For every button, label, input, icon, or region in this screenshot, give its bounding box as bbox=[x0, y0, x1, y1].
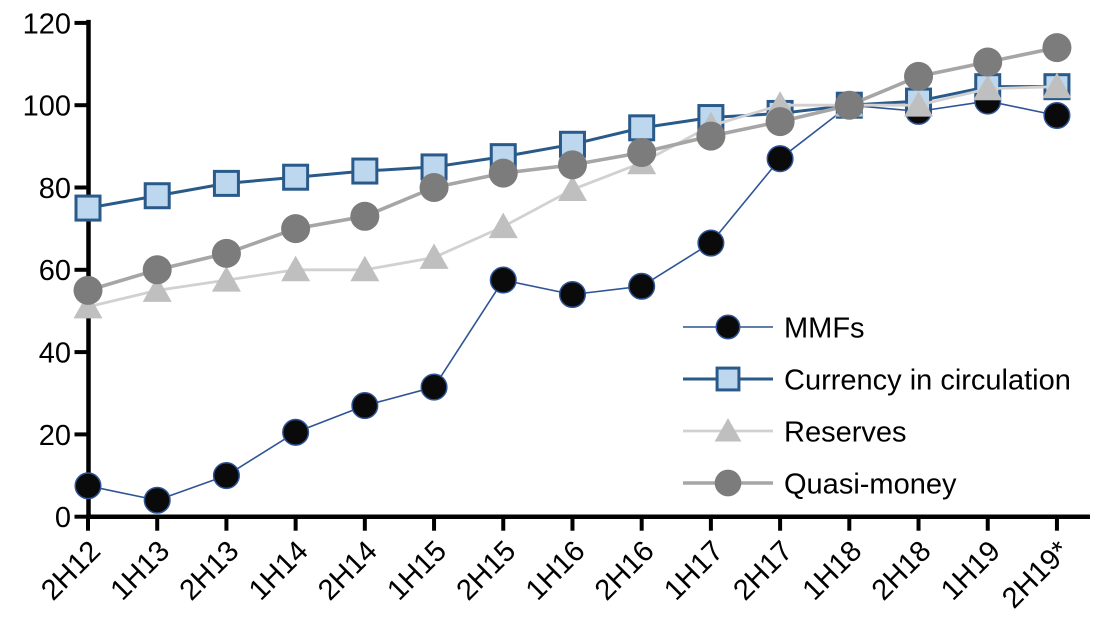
quasi-money-marker-1h14 bbox=[281, 214, 311, 244]
x-tick-label: 1H15 bbox=[381, 535, 453, 607]
mmfs-marker-1h16 bbox=[558, 280, 587, 309]
mmfs-marker-1h13 bbox=[143, 486, 171, 514]
y-tick-label: 80 bbox=[39, 173, 71, 205]
x-tick-label: 2H14 bbox=[312, 535, 384, 607]
currency-in-circulation-marker-2h14 bbox=[351, 157, 379, 185]
y-tick-label: 120 bbox=[23, 8, 71, 40]
x-tick-label: 1H19 bbox=[935, 535, 1007, 607]
quasi-money-marker-1h19 bbox=[973, 47, 1003, 77]
y-tick-label: 0 bbox=[55, 502, 71, 534]
legend: MMFs Currency in circulation Reserves Quasi… bbox=[683, 312, 1071, 500]
quasi-money-marker-2h14 bbox=[350, 201, 380, 231]
x-tick-label: 1H18 bbox=[797, 535, 869, 607]
legend-label-currency-in-circulation: Currency in circulation bbox=[784, 364, 1071, 396]
reserves-marker-2h15 bbox=[488, 212, 518, 239]
quasi-money-marker-2h18 bbox=[904, 61, 934, 91]
mmfs-marker-1h14 bbox=[282, 418, 310, 446]
y-tick-label: 40 bbox=[39, 338, 71, 370]
x-axis: 2H121H132H131H142H141H152H151H162H161H17… bbox=[35, 514, 1090, 615]
x-tick-label: 2H16 bbox=[589, 535, 661, 607]
mmfs-marker-1h15 bbox=[420, 373, 448, 401]
x-tick-label: 2H17 bbox=[727, 535, 799, 607]
series-mmfs bbox=[74, 87, 1071, 514]
x-tick-label: 1H13 bbox=[105, 535, 177, 607]
y-tick-label: 20 bbox=[39, 420, 71, 452]
legend-item-reserves: Reserves bbox=[683, 416, 907, 448]
reserves-marker-2h12 bbox=[73, 292, 103, 319]
reserves-marker-1h13 bbox=[142, 276, 172, 302]
x-tick-label: 1H17 bbox=[658, 535, 730, 607]
x-tick-label: 2H13 bbox=[174, 535, 246, 607]
currency-in-circulation-marker-2h12 bbox=[74, 194, 102, 222]
reserves-marker-2h14 bbox=[350, 255, 380, 282]
reserves-marker-1h15 bbox=[419, 243, 449, 269]
x-tick-label: 2H12 bbox=[35, 535, 107, 607]
mmfs-marker-2h16 bbox=[628, 272, 656, 300]
x-tick-label: 2H19* bbox=[996, 535, 1076, 615]
mmfs-marker-2h15 bbox=[489, 266, 517, 294]
y-tick-label: 100 bbox=[23, 91, 71, 123]
quasi-money-marker-1h18 bbox=[834, 90, 864, 120]
reserves-marker-1h19 bbox=[973, 74, 1003, 101]
x-tick-label: 2H15 bbox=[451, 535, 523, 607]
mmfs-marker-2h17 bbox=[766, 145, 794, 173]
reserves-marker-1h16 bbox=[557, 175, 587, 202]
quasi-money-marker-1h13 bbox=[142, 255, 172, 285]
legend-marker-mmfs bbox=[715, 314, 741, 340]
reserves-marker-2h19 bbox=[1042, 72, 1072, 99]
quasi-money-marker-2h12 bbox=[73, 275, 103, 305]
legend-item-currency-in-circulation: Currency in circulation bbox=[683, 364, 1071, 396]
quasi-money-marker-1h15 bbox=[419, 173, 449, 202]
legend-marker-currency-in-circulation bbox=[715, 366, 741, 392]
currency-in-circulation-marker-1h14 bbox=[282, 163, 310, 191]
y-axis: 0 20 40 60 80 100 120 bbox=[23, 8, 91, 534]
legend-marker-quasi-money bbox=[714, 469, 742, 497]
x-tick-label: 1H16 bbox=[520, 535, 592, 607]
currency-in-circulation-marker-2h16 bbox=[628, 114, 656, 142]
quasi-money-marker-2h19 bbox=[1042, 33, 1072, 63]
legend-label-mmfs: MMFs bbox=[784, 312, 865, 344]
legend-marker-reserves bbox=[714, 418, 742, 442]
quasi-money-marker-1h17 bbox=[696, 121, 726, 151]
mmfs-marker-2h19 bbox=[1043, 101, 1071, 130]
legend-item-mmfs: MMFs bbox=[683, 312, 865, 344]
quasi-money-marker-2h15 bbox=[488, 158, 518, 188]
x-tick-label: 1H14 bbox=[243, 535, 315, 607]
mmfs-marker-2h13 bbox=[212, 462, 240, 490]
currency-in-circulation-marker-1h13 bbox=[143, 182, 171, 210]
reserves-marker-2h13 bbox=[211, 266, 241, 292]
quasi-money-marker-2h16 bbox=[627, 138, 657, 168]
x-tick-label: 2H18 bbox=[866, 535, 938, 607]
mmfs-marker-2h12 bbox=[74, 472, 102, 500]
legend-label-quasi-money: Quasi-money bbox=[784, 468, 957, 500]
quasi-money-marker-1h16 bbox=[557, 150, 587, 180]
y-tick-label: 60 bbox=[39, 255, 71, 287]
quasi-money-marker-2h13 bbox=[211, 238, 241, 268]
quasi-money-marker-2h17 bbox=[765, 107, 795, 137]
legend-label-reserves: Reserves bbox=[784, 416, 907, 448]
series-quasi-money bbox=[73, 33, 1072, 305]
mmfs-marker-1h17 bbox=[697, 229, 725, 257]
currency-in-circulation-marker-2h13 bbox=[212, 169, 240, 197]
reserves-marker-2h18 bbox=[904, 91, 934, 117]
mmfs-marker-2h14 bbox=[351, 392, 379, 420]
legend-item-quasi-money: Quasi-money bbox=[683, 468, 957, 500]
reserves-marker-1h14 bbox=[281, 255, 311, 282]
